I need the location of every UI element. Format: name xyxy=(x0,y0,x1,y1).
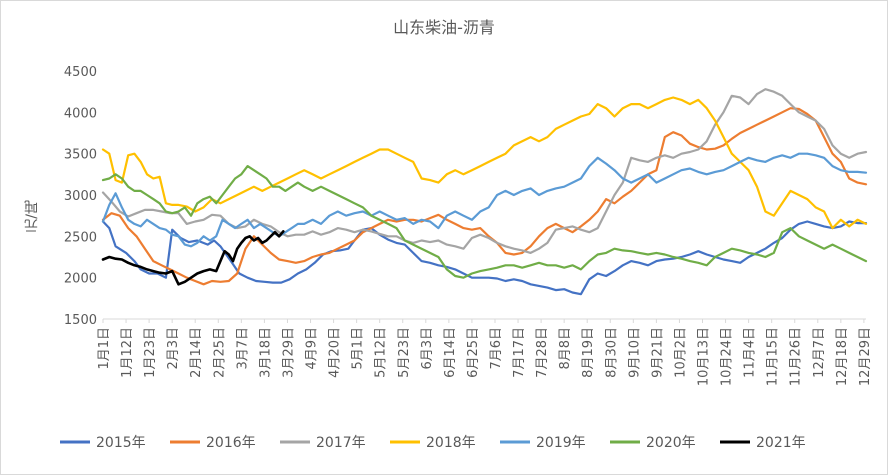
x-tick-label: 6月3日 xyxy=(420,327,435,370)
y-tick-label: 3000 xyxy=(64,189,97,204)
series-line-4 xyxy=(101,96,868,230)
x-tick-label: 6月14日 xyxy=(443,327,458,378)
legend-label: 2019年 xyxy=(536,435,586,451)
legend-label: 2016年 xyxy=(206,435,256,451)
x-tick-label: 7月17日 xyxy=(512,327,527,378)
legend-label: 2021年 xyxy=(756,435,806,451)
y-tick-label: 2500 xyxy=(64,230,97,245)
x-tick-label: 12月29日 xyxy=(858,327,873,386)
series-line-7 xyxy=(101,230,285,286)
x-tick-label: 5月12日 xyxy=(374,327,389,378)
y-tick-label: 4000 xyxy=(64,106,97,121)
x-tick-label: 2月25日 xyxy=(212,327,227,378)
x-tick-label: 2月3日 xyxy=(166,327,181,370)
x-tick-label: 2月14日 xyxy=(189,327,204,378)
legend-label: 2020年 xyxy=(646,435,696,451)
x-tick-label: 8月19日 xyxy=(581,327,596,378)
x-tick-label: 4月20日 xyxy=(328,327,343,378)
x-tick-label: 11月4日 xyxy=(743,327,758,378)
x-tick-label: 10月13日 xyxy=(697,327,712,386)
y-tick-label: 1500 xyxy=(64,313,97,328)
x-tick-label: 12月18日 xyxy=(835,327,850,386)
x-tick-label: 7月6日 xyxy=(489,327,504,370)
x-tick-label: 11月26日 xyxy=(789,327,804,386)
x-tick-label: 5月1日 xyxy=(351,327,366,370)
x-tick-label: 10月2日 xyxy=(673,327,688,378)
legend-label: 2015年 xyxy=(96,435,146,451)
x-tick-label: 3月18日 xyxy=(258,327,273,378)
legend-label: 2017年 xyxy=(316,435,366,451)
x-tick-label: 1月12日 xyxy=(120,327,135,378)
series-line-5 xyxy=(101,152,868,248)
x-tick-label: 6月25日 xyxy=(466,327,481,378)
x-tick-label: 1月1日 xyxy=(97,327,112,370)
x-tick-label: 1月23日 xyxy=(143,327,158,378)
y-tick-label: 3500 xyxy=(64,148,97,163)
y-tick-label: 2000 xyxy=(64,272,97,287)
x-tick-label: 11月15日 xyxy=(766,327,781,386)
x-tick-label: 3月7日 xyxy=(235,327,250,370)
x-tick-label: 7月28日 xyxy=(535,327,550,378)
y-tick-label: 4500 xyxy=(64,65,97,80)
legend-label: 2018年 xyxy=(426,435,476,451)
series-line-2 xyxy=(101,107,868,286)
x-tick-label: 12月7日 xyxy=(812,327,827,378)
series-line-6 xyxy=(101,165,868,279)
x-tick-label: 9月10日 xyxy=(627,327,642,378)
series-line-3 xyxy=(101,88,868,254)
x-tick-label: 3月29日 xyxy=(281,327,296,378)
x-tick-label: 9月21日 xyxy=(650,327,665,378)
chart-title: 山东柴油-沥青 xyxy=(393,18,495,37)
x-tick-label: 5月23日 xyxy=(397,327,412,378)
x-tick-label: 8月8日 xyxy=(558,327,573,370)
x-tick-label: 10月24日 xyxy=(720,327,735,386)
x-tick-label: 8月30日 xyxy=(604,327,619,378)
x-tick-label: 4月9日 xyxy=(305,327,320,370)
